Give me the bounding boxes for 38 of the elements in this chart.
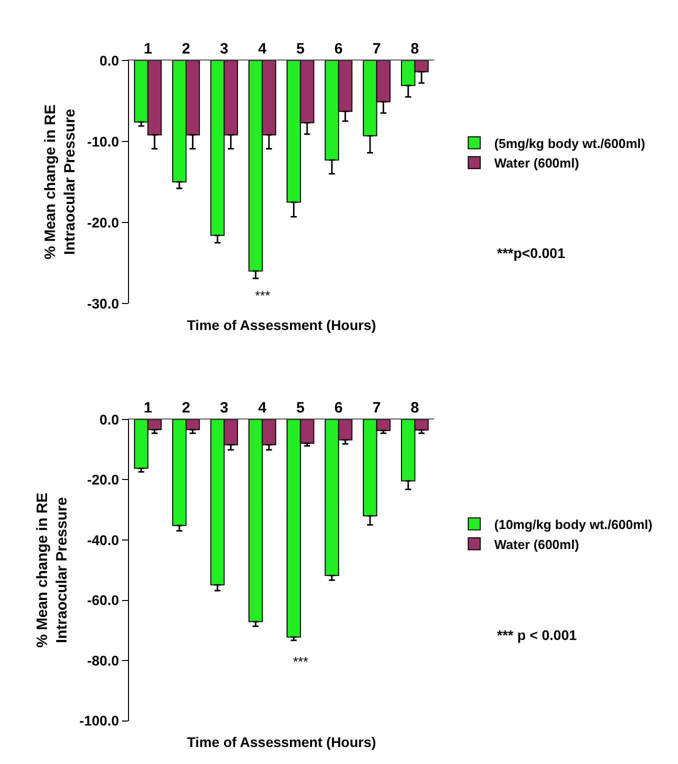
y-tick-label: -100.0 xyxy=(79,712,120,729)
text: ***p<0.001 xyxy=(497,245,566,261)
legend-label: Water (600ml) xyxy=(494,536,580,552)
x-tick-label: 3 xyxy=(220,40,228,58)
x-axis-title: Time of Assessment (Hours) xyxy=(187,734,376,750)
annotation: *** xyxy=(293,654,308,669)
legend-label: Water (600ml) xyxy=(494,156,580,171)
x-tick-label: 7 xyxy=(372,399,381,416)
x-tick-label: 7 xyxy=(372,40,381,58)
x-tick-label: 2 xyxy=(182,399,190,416)
y-tick-label: -20.0 xyxy=(87,214,120,230)
x-axis-title: Time of Assessment (Hours) xyxy=(187,317,376,333)
y-axis-title: % Mean change in RE Intraocular Pressure xyxy=(42,104,78,260)
x-tick-label: 4 xyxy=(258,40,268,58)
y-tick-label: -10.0 xyxy=(87,133,120,150)
y-tick-label: 0.0 xyxy=(100,52,120,68)
x-tick-label: 8 xyxy=(410,399,420,416)
x-tick-label: 6 xyxy=(334,399,343,416)
x-tick-label: 4 xyxy=(258,399,268,416)
legend-label: (10mg/kg body wt./600ml) xyxy=(494,516,652,532)
y-tick-label: -20.0 xyxy=(87,472,120,488)
annotation: *** xyxy=(255,288,270,303)
y-tick-label: -30.0 xyxy=(87,295,120,312)
x-tick-label: 6 xyxy=(334,40,343,58)
text: *** p < 0.001 xyxy=(497,627,577,643)
x-tick-label: 5 xyxy=(296,399,305,416)
x-tick-label: 3 xyxy=(220,399,228,416)
y-tick-label: -80.0 xyxy=(87,652,120,668)
y-tick-label: 0.0 xyxy=(100,411,120,428)
x-tick-label: 8 xyxy=(410,40,420,58)
y-tick-label: -60.0 xyxy=(87,592,120,608)
legend-label: (5mg/kg body wt./600ml) xyxy=(494,136,646,151)
y-tick-label: -40.0 xyxy=(87,532,120,548)
x-tick-label: 2 xyxy=(182,40,190,58)
x-tick-label: 5 xyxy=(296,40,305,58)
y-axis-title: % Mean change in RE Intraocular Pressure xyxy=(34,492,71,648)
x-tick-label: 1 xyxy=(144,399,152,416)
x-tick-label: 1 xyxy=(144,40,152,58)
